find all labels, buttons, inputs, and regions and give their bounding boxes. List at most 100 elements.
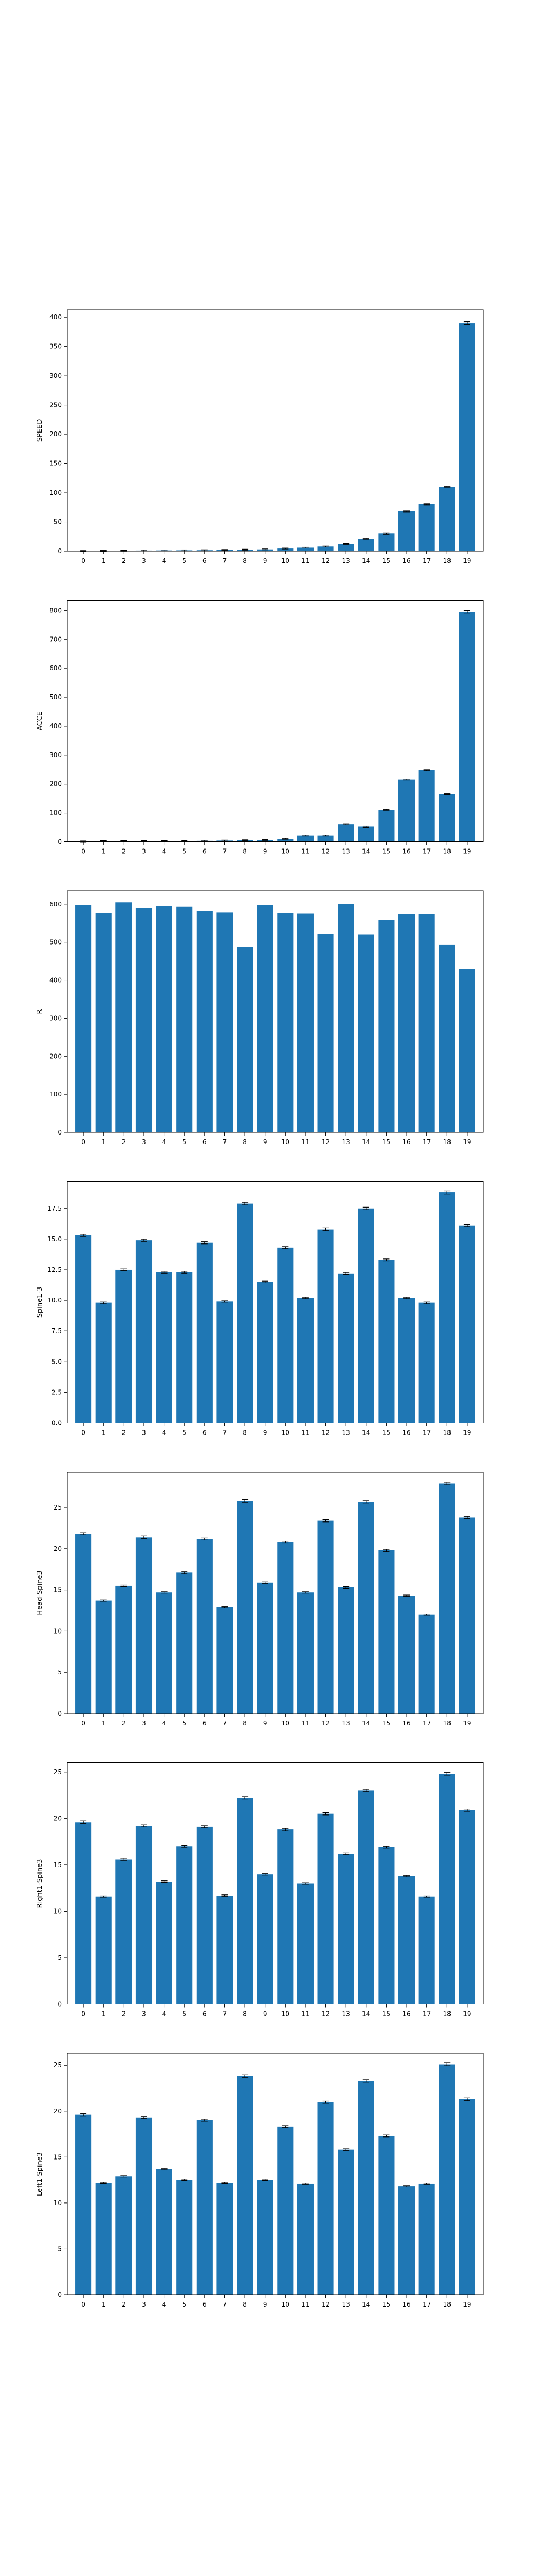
- y-tick-label: 7.5: [52, 1327, 62, 1335]
- axes-frame: [67, 1181, 484, 1423]
- bar-2: [115, 902, 132, 1132]
- x-tick-label: 16: [402, 1719, 410, 1727]
- y-tick-label: 500: [49, 693, 62, 701]
- x-tick-label: 16: [402, 1429, 410, 1437]
- x-tick-label: 0: [81, 848, 85, 855]
- y-tick-label: 150: [49, 460, 62, 467]
- x-tick-label: 6: [202, 1138, 207, 1146]
- bar-13: [338, 544, 354, 551]
- x-tick-label: 6: [202, 1429, 207, 1437]
- x-tick-label: 15: [382, 1719, 390, 1727]
- x-tick-label: 5: [182, 2010, 186, 2018]
- x-tick-label: 8: [243, 1719, 247, 1727]
- x-tick-label: 1: [101, 2010, 106, 2018]
- bar-9: [257, 905, 273, 1132]
- x-tick-label: 2: [122, 1719, 126, 1727]
- y-axis: 0 5 10 15 20 25: [54, 1504, 67, 1717]
- bar-19: [459, 1225, 475, 1423]
- bars: [75, 902, 475, 1132]
- bar-6: [196, 2120, 213, 2295]
- x-tick-label: 5: [182, 1719, 186, 1727]
- bar-15: [378, 2135, 395, 2295]
- bar-0: [75, 2114, 92, 2295]
- bar-4: [156, 906, 172, 1132]
- x-axis: 0 1 2 3 4 5 6 7 8 9 10 11 12 13 14 15 16 17 18 19: [81, 2004, 471, 2018]
- y-axis-label: Right1-Spine3: [36, 1859, 44, 1908]
- x-tick-label: 10: [281, 1719, 289, 1727]
- x-tick-label: 7: [223, 557, 227, 565]
- x-tick-label: 7: [223, 1429, 227, 1437]
- bars: [75, 2064, 475, 2295]
- bar-14: [358, 1208, 374, 1423]
- bar-16: [398, 1596, 415, 1714]
- y-tick-label: 500: [49, 939, 62, 946]
- x-tick-label: 7: [223, 848, 227, 855]
- x-tick-label: 17: [423, 2301, 431, 2308]
- y-tick-label: 100: [49, 809, 62, 817]
- x-tick-label: 3: [142, 557, 146, 565]
- bar-4: [156, 1882, 172, 2004]
- error-bars: [80, 1190, 470, 1304]
- bar-18: [439, 794, 455, 842]
- x-tick-label: 9: [263, 2301, 267, 2308]
- x-tick-label: 8: [243, 557, 247, 565]
- x-tick-label: 3: [142, 1138, 146, 1146]
- y-tick-label: 17.5: [47, 1205, 62, 1212]
- chart-spine1-3: 0.02.55.07.510.012.515.017.50 1 2 3 4 5 6 7 8 9 10…: [36, 1181, 484, 1437]
- y-tick-label: 5.0: [52, 1358, 62, 1365]
- bar-6: [196, 1242, 213, 1423]
- y-tick-label: 25: [54, 1768, 62, 1776]
- bar-16: [398, 914, 415, 1132]
- x-tick-label: 0: [81, 2010, 85, 2018]
- x-tick-label: 3: [142, 2301, 146, 2308]
- bar-18: [439, 487, 455, 551]
- y-axis-label: Head-Spine3: [36, 1570, 44, 1615]
- x-tick-label: 5: [182, 2301, 186, 2308]
- bar-5: [176, 1272, 193, 1423]
- bar-12: [317, 2102, 334, 2295]
- bar-15: [378, 810, 395, 842]
- x-tick-label: 16: [402, 848, 410, 855]
- bar-11: [297, 1883, 314, 2004]
- x-tick-label: 15: [382, 1138, 390, 1146]
- bar-14: [358, 539, 374, 551]
- x-tick-label: 0: [81, 1719, 85, 1727]
- bar-16: [398, 1876, 415, 2004]
- x-tick-label: 18: [443, 557, 451, 565]
- bar-17: [418, 1896, 435, 2004]
- bar-10: [277, 1829, 294, 2004]
- bar-17: [418, 1302, 435, 1423]
- x-tick-label: 7: [223, 1719, 227, 1727]
- bar-12: [317, 934, 334, 1132]
- bar-6: [196, 1539, 213, 1714]
- bar-11: [297, 913, 314, 1132]
- x-tick-label: 14: [362, 2010, 370, 2018]
- x-tick-label: 13: [342, 848, 350, 855]
- x-tick-label: 4: [162, 1719, 166, 1727]
- x-tick-label: 10: [281, 1429, 289, 1437]
- bars: [75, 323, 475, 551]
- y-tick-label: 400: [49, 977, 62, 984]
- bar-18: [439, 1483, 455, 1714]
- bar-13: [338, 904, 354, 1132]
- x-tick-label: 1: [101, 1429, 106, 1437]
- x-tick-label: 18: [443, 848, 451, 855]
- x-tick-label: 2: [122, 557, 126, 565]
- x-tick-label: 6: [202, 848, 207, 855]
- error-bars: [80, 1772, 470, 1898]
- axes-frame: [67, 309, 484, 552]
- bar-8: [237, 1203, 253, 1423]
- x-tick-label: 9: [263, 2010, 267, 2018]
- y-axis: 0 5 10 15 20 25: [54, 2061, 67, 2299]
- bar-14: [358, 2081, 374, 2295]
- bar-15: [378, 1550, 395, 1714]
- bar-11: [297, 2183, 314, 2295]
- x-tick-label: 15: [382, 2301, 390, 2308]
- x-tick-label: 2: [122, 1138, 126, 1146]
- x-tick-label: 13: [342, 1138, 350, 1146]
- x-tick-label: 9: [263, 1719, 267, 1727]
- bar-18: [439, 2064, 455, 2295]
